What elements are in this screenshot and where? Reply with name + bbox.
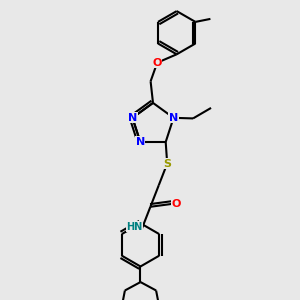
Text: N: N — [169, 113, 178, 123]
Text: O: O — [152, 58, 162, 68]
Text: HN: HN — [126, 222, 142, 232]
Text: N: N — [136, 137, 145, 147]
Text: N: N — [128, 113, 137, 123]
Text: S: S — [163, 159, 171, 169]
Text: O: O — [172, 199, 181, 209]
